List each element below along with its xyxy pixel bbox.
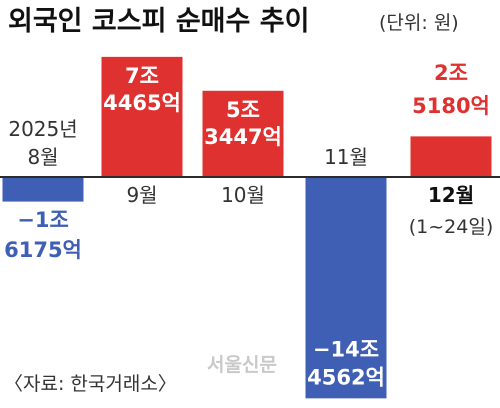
labels-group: −1조 6175억 2025년 8월 7조 4465억 9월 5조 3447억 10월 −14조 45… — [4, 61, 493, 389]
data-label-4-line-2: 4562억 — [307, 365, 385, 389]
bars-group — [2, 56, 492, 399]
category-label-2: 9월 — [126, 183, 157, 207]
chart-title: 외국인 코스피 순매수 추이 — [8, 6, 309, 37]
category-label-3: 10월 — [221, 183, 265, 207]
category-label-1-line-2: 8월 — [27, 145, 58, 169]
unit-label: (단위: 원) — [379, 12, 459, 34]
data-label-5-line-1: 2조 — [434, 61, 468, 85]
category-label-4: 11월 — [324, 145, 368, 169]
brand-logo: 서울신문 — [207, 354, 277, 376]
bar-5 — [410, 136, 492, 177]
data-label-2-line-1: 7조 — [125, 64, 159, 88]
data-label-1-line-1: −1조 — [17, 208, 69, 232]
data-label-5-line-2: 5180억 — [412, 94, 490, 118]
category-label-1-line-1: 2025년 — [8, 117, 77, 141]
data-label-1-line-2: 6175억 — [4, 238, 82, 262]
bar-3 — [202, 90, 284, 177]
bar-1 — [2, 177, 84, 202]
data-label-4-line-1: −14조 — [313, 337, 379, 361]
data-label-2-line-2: 4465억 — [103, 91, 181, 115]
data-label-3-line-1: 5조 — [226, 98, 260, 122]
bar-4 — [305, 177, 387, 399]
data-label-3-line-2: 3447억 — [204, 125, 282, 149]
source-note: 〈자료: 한국거래소〉 — [4, 373, 177, 395]
category-label-5-line-1: 12월 — [428, 183, 474, 207]
category-label-5-line-2: (1~24일) — [409, 216, 494, 238]
bar-2 — [101, 56, 183, 178]
